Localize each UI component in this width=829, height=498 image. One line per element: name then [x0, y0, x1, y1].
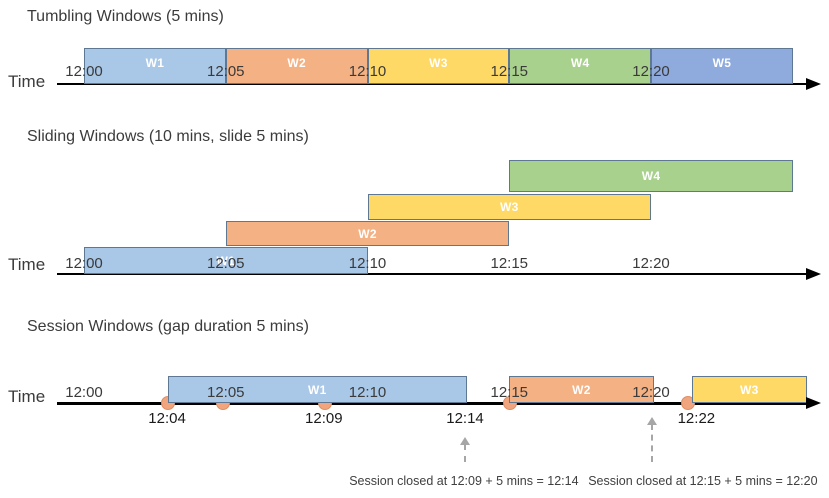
window-label: W3: [429, 56, 448, 70]
annotation-arrow-up-icon: [460, 437, 471, 445]
window-w3-bar: W3: [691, 376, 807, 403]
window-w1-bar: W1: [84, 247, 368, 274]
tumbling-section-title: Tumbling Windows (5 mins): [27, 8, 224, 25]
window-w3-bar: W3: [367, 48, 510, 84]
time-tick-label: 12:20: [632, 63, 670, 80]
time-tick-label: 12:00: [65, 63, 103, 80]
time-tick-label: 12:15: [490, 384, 529, 401]
annotation-text: Session closed at 12:09 + 5 mins = 12:14: [349, 474, 579, 488]
window-label: W1: [308, 382, 327, 397]
time-axis-label: Time: [8, 255, 46, 274]
time-tick-label: 12:00: [65, 384, 103, 401]
annotation-arrow-stem: [651, 424, 654, 462]
time-axis-label: Time: [8, 72, 46, 91]
time-tick-label: 12:10: [348, 384, 387, 401]
time-tick-label: 12:05: [206, 255, 245, 272]
time-axis: [57, 83, 808, 85]
window-w2-bar: W2: [225, 48, 368, 84]
time-axis-arrowhead-icon: [806, 397, 821, 409]
window-label: W4: [570, 56, 590, 70]
time-tick-label: 12:15: [490, 255, 529, 272]
event-time-label: 12:09: [305, 410, 343, 427]
time-tick-label: 12:20: [632, 255, 670, 272]
time-tick-label: 12:00: [65, 255, 103, 272]
time-tick-label: 12:20: [632, 384, 670, 401]
window-w3-bar: W3: [367, 194, 651, 220]
window-w1-bar: W1: [84, 48, 226, 84]
window-w5-bar: W5: [651, 48, 793, 84]
window-label: W1: [145, 56, 165, 70]
session-section-title: Session Windows (gap duration 5 mins): [27, 318, 309, 335]
time-axis: [57, 402, 808, 405]
time-tick-label: 12:15: [490, 63, 529, 80]
event-dot: [680, 396, 695, 410]
window-label: W2: [572, 382, 591, 397]
event-time-label: 12:14: [446, 410, 484, 427]
annotation-arrow-up-icon: [647, 417, 658, 425]
time-axis-label: Time: [8, 387, 46, 406]
time-tick-label: 12:05: [206, 384, 245, 401]
window-w2-bar: W2: [225, 221, 510, 246]
window-label: W3: [499, 200, 519, 214]
time-tick-label: 12:05: [206, 63, 245, 80]
annotation-arrow-stem: [464, 444, 467, 462]
time-axis: [57, 273, 808, 275]
time-axis-arrowhead-icon: [806, 78, 821, 90]
window-label: W3: [740, 382, 759, 397]
window-label: W4: [641, 169, 661, 183]
event-time-label: 12:04: [148, 410, 186, 427]
window-label: W5: [712, 56, 732, 70]
time-tick-label: 12:10: [348, 255, 387, 272]
time-axis-arrowhead-icon: [806, 268, 821, 280]
window-label: W2: [287, 56, 306, 70]
window-w4-bar: W4: [509, 48, 651, 84]
time-tick-label: 12:10: [348, 63, 387, 80]
window-w4-bar: W4: [509, 160, 793, 192]
sliding-section-title: Sliding Windows (10 mins, slide 5 mins): [27, 128, 309, 145]
event-time-label: 12:22: [677, 410, 716, 427]
window-w2-bar: W2: [508, 376, 654, 403]
window-label: W2: [358, 226, 377, 241]
annotation-text: Session closed at 12:15 + 5 mins = 12:20: [588, 474, 818, 488]
window-w1-bar: W1: [167, 376, 467, 403]
window-label: W1: [216, 253, 236, 268]
